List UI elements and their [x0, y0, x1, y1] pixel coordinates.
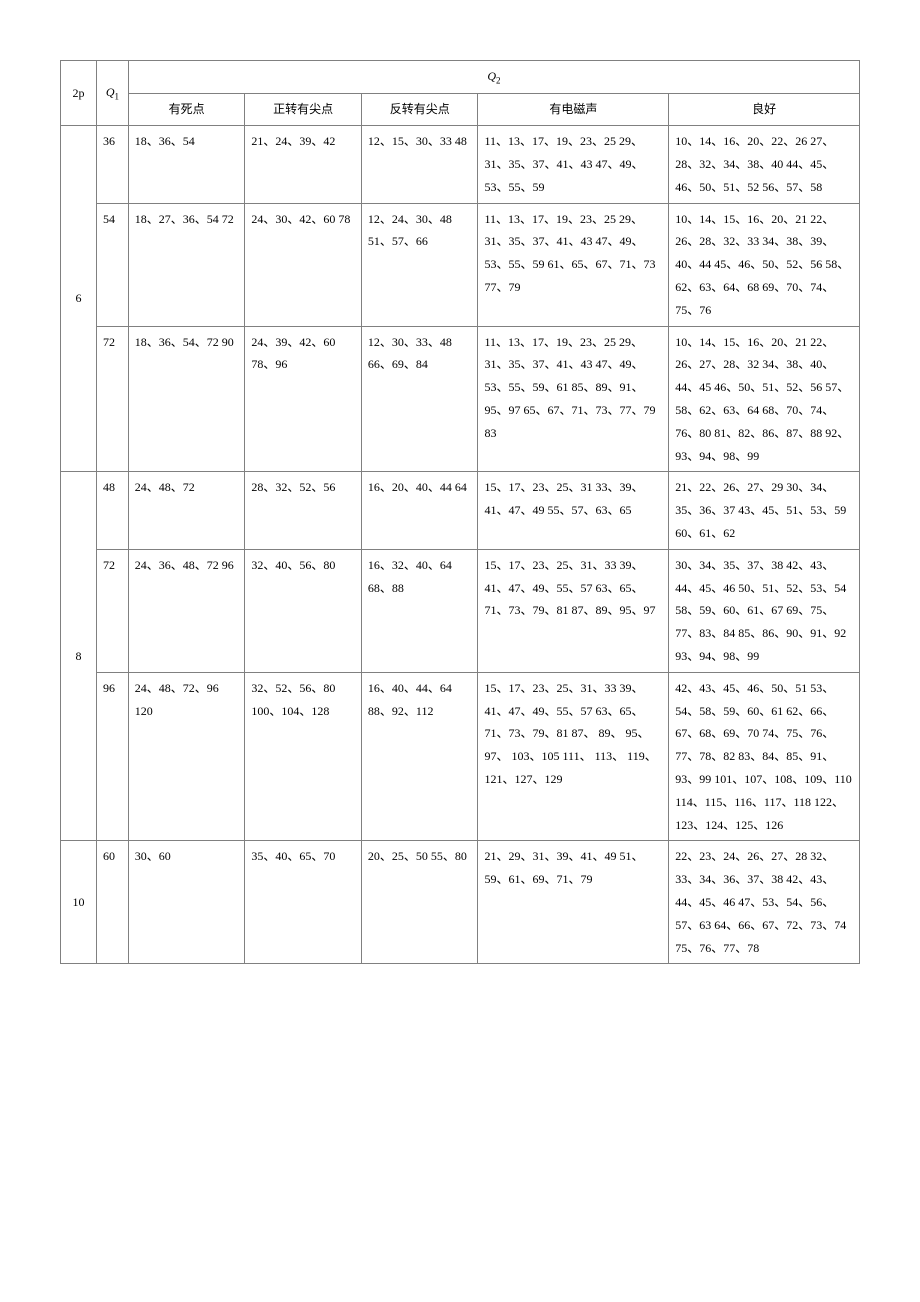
cell-q1: 72	[97, 549, 129, 672]
cell-c3: 12、30、33、48 66、69、84	[361, 326, 478, 472]
cell-q1: 96	[97, 672, 129, 841]
cell-c1: 18、36、54	[128, 126, 245, 203]
cell-c4: 11、13、17、19、23、25 29、31、35、37、41、43 47、4…	[478, 126, 669, 203]
header-sub5: 良好	[669, 94, 860, 126]
table-row: 84824、48、7228、32、52、5616、20、40、44 6415、1…	[61, 472, 860, 549]
cell-c5: 30、34、35、37、38 42、43、44、45、46 50、51、52、5…	[669, 549, 860, 672]
cell-c4: 11、13、17、19、23、25 29、31、35、37、41、43 47、4…	[478, 326, 669, 472]
cell-c5: 10、14、15、16、20、21 22、26、28、32、33 34、38、3…	[669, 203, 860, 326]
cell-c4: 15、17、23、25、31 33、39、41、47、49 55、57、63、6…	[478, 472, 669, 549]
cell-q1: 54	[97, 203, 129, 326]
cell-c1: 30、60	[128, 841, 245, 964]
cell-c5: 42、43、45、46、50、51 53、54、58、59、60、61 62、6…	[669, 672, 860, 841]
cell-c2: 35、40、65、70	[245, 841, 362, 964]
cell-q1: 60	[97, 841, 129, 964]
cell-q1: 48	[97, 472, 129, 549]
cell-q1: 36	[97, 126, 129, 203]
cell-c1: 24、36、48、72 96	[128, 549, 245, 672]
cell-c2: 32、40、56、80	[245, 549, 362, 672]
table-row: 5418、27、36、54 7224、30、42、60 7812、24、30、4…	[61, 203, 860, 326]
cell-c4: 11、13、17、19、23、25 29、31、35、37、41、43 47、4…	[478, 203, 669, 326]
cell-c4: 21、29、31、39、41、49 51、59、61、69、71、79	[478, 841, 669, 964]
cell-c4: 15、17、23、25、31、33 39、41、47、49、55、57 63、6…	[478, 672, 669, 841]
table-row: 63618、36、5421、24、39、4212、15、30、33 4811、1…	[61, 126, 860, 203]
header-q2: Q2	[128, 61, 859, 94]
cell-c1: 18、27、36、54 72	[128, 203, 245, 326]
table-row: 7218、36、54、72 9024、39、42、60 78、9612、30、3…	[61, 326, 860, 472]
cell-c1: 24、48、72	[128, 472, 245, 549]
cell-c3: 12、15、30、33 48	[361, 126, 478, 203]
table-row: 106030、6035、40、65、7020、25、50 55、8021、29、…	[61, 841, 860, 964]
cell-c5: 10、14、16、20、22、26 27、28、32、34、38、40 44、4…	[669, 126, 860, 203]
header-2p: 2p	[61, 61, 97, 126]
cell-q1: 72	[97, 326, 129, 472]
header-sub3: 反转有尖点	[361, 94, 478, 126]
header-sub2: 正转有尖点	[245, 94, 362, 126]
cell-c1: 24、48、72、96 120	[128, 672, 245, 841]
cell-c2: 32、52、56、80 100、104、128	[245, 672, 362, 841]
cell-c2: 24、39、42、60 78、96	[245, 326, 362, 472]
cell-c5: 21、22、26、27、29 30、34、35、36、37 43、45、51、5…	[669, 472, 860, 549]
cell-c4: 15、17、23、25、31、33 39、41、47、49、55、57 63、6…	[478, 549, 669, 672]
cell-c3: 16、32、40、64 68、88	[361, 549, 478, 672]
cell-c2: 28、32、52、56	[245, 472, 362, 549]
cell-c3: 16、20、40、44 64	[361, 472, 478, 549]
table-row: 7224、36、48、72 9632、40、56、8016、32、40、64 6…	[61, 549, 860, 672]
cell-c2: 21、24、39、42	[245, 126, 362, 203]
data-table: 2p Q1 Q2 有死点 正转有尖点 反转有尖点 有电磁声 良好 63618、3…	[60, 60, 860, 964]
cell-2p: 8	[61, 472, 97, 841]
cell-c3: 12、24、30、48 51、57、66	[361, 203, 478, 326]
cell-c3: 20、25、50 55、80	[361, 841, 478, 964]
header-sub1: 有死点	[128, 94, 245, 126]
cell-c1: 18、36、54、72 90	[128, 326, 245, 472]
header-sub4: 有电磁声	[478, 94, 669, 126]
cell-c2: 24、30、42、60 78	[245, 203, 362, 326]
cell-c5: 10、14、15、16、20、21 22、26、27、28、32 34、38、4…	[669, 326, 860, 472]
table-body: 63618、36、5421、24、39、4212、15、30、33 4811、1…	[61, 126, 860, 964]
header-q1: Q1	[97, 61, 129, 126]
table-head: 2p Q1 Q2 有死点 正转有尖点 反转有尖点 有电磁声 良好	[61, 61, 860, 126]
cell-2p: 6	[61, 126, 97, 472]
cell-c3: 16、40、44、64 88、92、112	[361, 672, 478, 841]
table-row: 9624、48、72、96 12032、52、56、80 100、104、128…	[61, 672, 860, 841]
cell-2p: 10	[61, 841, 97, 964]
cell-c5: 22、23、24、26、27、28 32、33、34、36、37、38 42、4…	[669, 841, 860, 964]
